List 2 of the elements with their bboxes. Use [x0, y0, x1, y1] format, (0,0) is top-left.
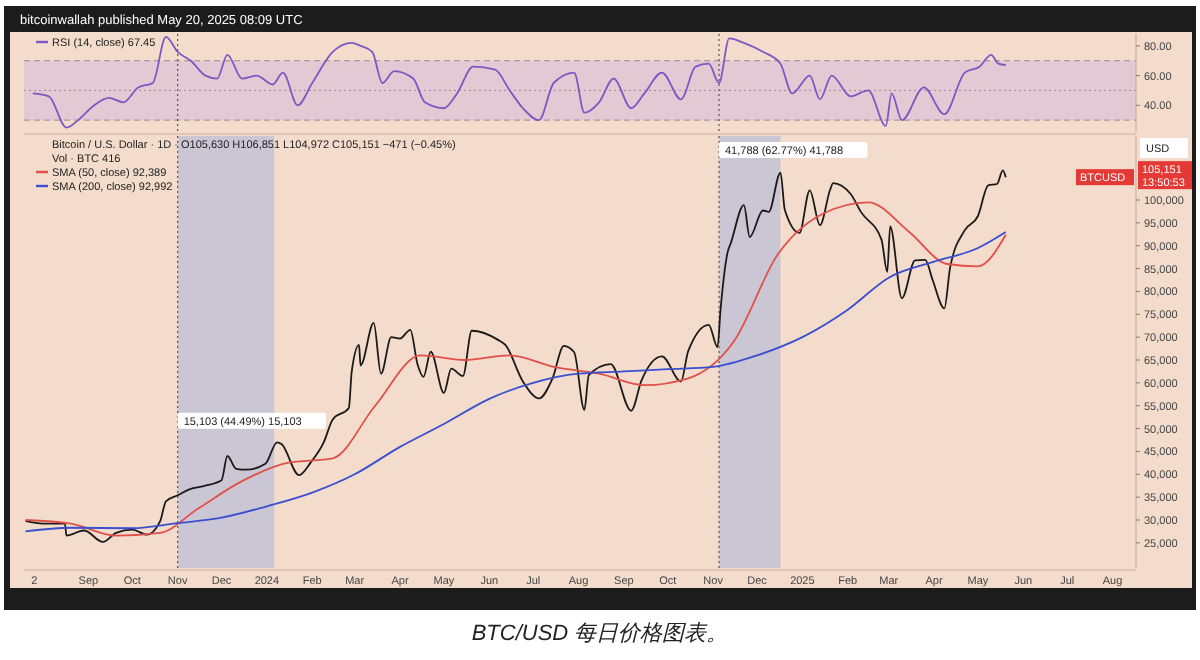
line-series	[31, 36, 1007, 129]
text: BTC/USD 每日价格图表。	[471, 620, 729, 646]
